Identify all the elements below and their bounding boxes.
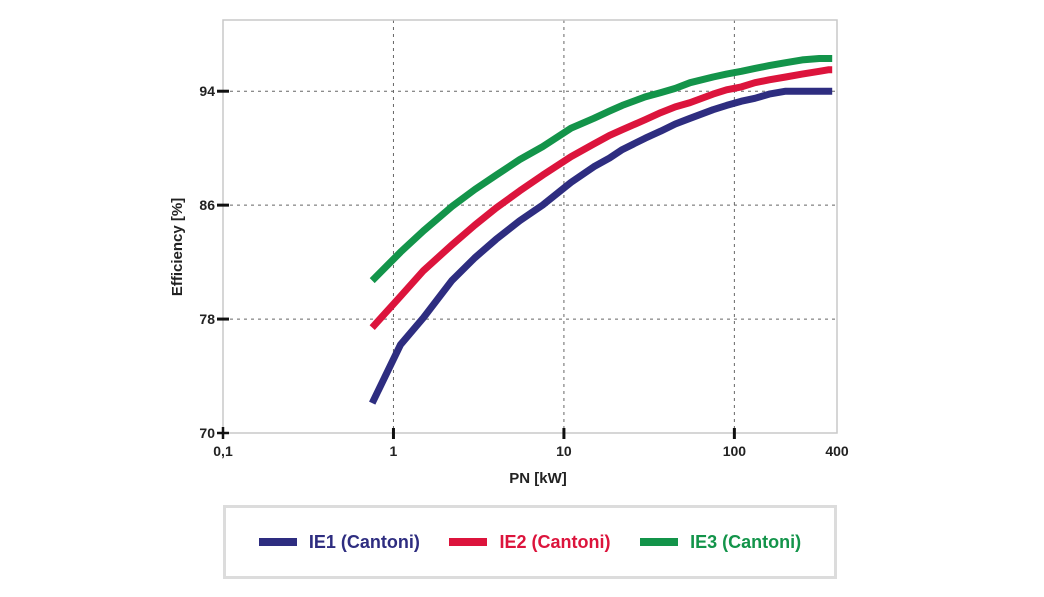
x-tick-label: 100 [723,443,747,459]
x-axis-title: PN [kW] [509,470,567,487]
grid [223,20,837,433]
series-line-ie1 [369,87,833,405]
series-lines [369,55,833,405]
x-tick-label: 400 [825,443,849,459]
efficiency-chart: 0,1 1 10 100 400 70 78 86 94 PN [kW] Efficiency … [169,19,849,487]
plot-area-frame [222,19,838,434]
legend-swatch-ie3 [640,538,679,546]
x-tick-label: 1 [390,443,398,459]
legend-label-ie3: IE3 (Cantoni) [690,531,802,552]
x-tick-label: 10 [556,443,572,459]
legend-swatch-ie1 [258,538,297,546]
legend-label-ie2: IE2 (Cantoni) [499,531,611,552]
y-tick-label: 86 [199,197,215,213]
legend-item-ie1: IE1 (Cantoni) [258,531,420,553]
legend: IE1 (Cantoni) IE2 (Cantoni) IE3 (Cantoni… [223,505,837,579]
legend-swatch-ie2 [449,538,488,546]
y-tick-label: 94 [199,83,215,99]
series-line-ie2 [369,66,833,330]
y-axis-title: Efficiency [%] [169,198,186,296]
legend-item-ie3: IE3 (Cantoni) [640,532,801,553]
y-tick-label: 70 [199,425,215,441]
axis-ticks: 0,1 1 10 100 400 70 78 86 94 [199,83,848,459]
legend-item-ie2: IE2 (Cantoni) [449,532,610,553]
legend-label-ie1: IE1 (Cantoni) [308,531,420,552]
series-line-ie3 [369,55,833,284]
x-tick-label: 0,1 [213,443,233,459]
y-tick-label: 78 [199,311,215,327]
